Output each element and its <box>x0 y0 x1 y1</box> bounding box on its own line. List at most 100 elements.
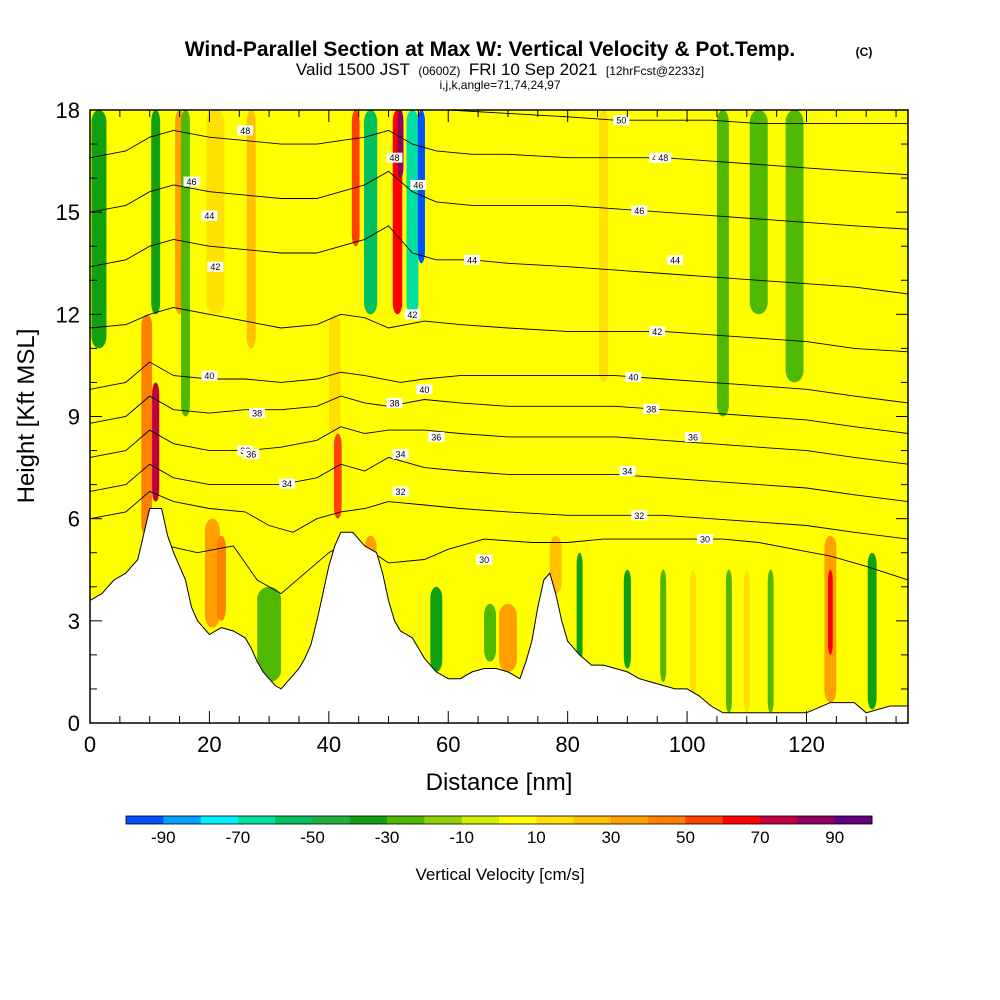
contour-label: 34 <box>279 478 296 489</box>
velocity-cell <box>749 110 768 315</box>
velocity-cell <box>827 569 833 655</box>
velocity-cell <box>576 552 583 662</box>
contour-label-text: 44 <box>670 255 680 265</box>
velocity-cell <box>743 569 750 713</box>
contour-label-box <box>237 125 254 136</box>
contour-label-text: 44 <box>204 211 214 221</box>
velocity-cell <box>785 110 804 383</box>
colorbar-label: -70 <box>226 828 251 847</box>
contour-label: 38 <box>249 408 266 419</box>
contour-label-text: 36 <box>431 432 441 442</box>
velocity-cell <box>351 110 360 247</box>
valid-utc: (0600Z) <box>418 64 460 78</box>
theta-contour-32 <box>90 490 908 540</box>
colorbar-label: 70 <box>751 828 770 847</box>
colorbar-swatch <box>461 816 500 824</box>
colorbar-swatch <box>834 816 873 824</box>
y-tick-label: 0 <box>68 711 80 736</box>
contour-label-text: 42 <box>210 262 220 272</box>
colorbar-swatch <box>275 816 313 824</box>
contour-label: 46 <box>410 179 427 190</box>
colorbar-label: 30 <box>601 828 620 847</box>
velocity-cell <box>867 552 877 710</box>
contour-label-box <box>207 261 224 272</box>
y-tick-label: 12 <box>56 302 80 327</box>
x-tick-label: 0 <box>84 732 96 757</box>
contour-label: 40 <box>625 371 642 382</box>
colorbar-label: 90 <box>825 828 844 847</box>
contour-label-box <box>416 384 433 395</box>
velocity-cell <box>141 314 153 536</box>
velocity-cell <box>152 382 160 502</box>
contour-label-box <box>619 465 636 476</box>
contour-label-box <box>655 152 672 163</box>
colorbar-title: Vertical Velocity [cm/s] <box>415 865 584 884</box>
colorbar-swatch <box>610 816 649 824</box>
colorbar-swatch <box>685 816 724 824</box>
colorbar-swatch <box>163 816 201 824</box>
contour-label: 42 <box>404 309 421 320</box>
contour-label-text: 34 <box>622 466 632 476</box>
contour-label-box <box>428 431 445 442</box>
contour-label-box <box>392 448 409 459</box>
theta-contour-34 <box>90 456 908 503</box>
velocity-cell <box>690 569 697 696</box>
contour-label-text: 46 <box>186 177 196 187</box>
contour-label-box <box>643 403 660 414</box>
y-tick-label: 18 <box>56 98 80 123</box>
velocity-cell <box>181 110 191 417</box>
forecast-info: [12hrFcst@2233z] <box>606 64 704 78</box>
chart-subtitle: Valid 1500 JST (0600Z) FRI 10 Sep 2021 [… <box>296 60 704 79</box>
theta-contour-38 <box>90 395 908 434</box>
contour-label-text: 40 <box>204 371 214 381</box>
contour-label-box <box>386 152 403 163</box>
velocity-cell <box>484 603 497 662</box>
velocity-cell <box>499 603 517 672</box>
contour-label: 46 <box>183 176 200 187</box>
contour-label: 48 <box>655 152 672 163</box>
plot-area: 30 32 34 36 38 40 42 44 46 48 50 48 46 44 42 40 38 36 48 46… <box>90 110 908 723</box>
contour-label: 48 <box>237 125 254 136</box>
contour-label-box <box>476 554 493 565</box>
x-axis-title: Distance [nm] <box>426 769 573 796</box>
theta-contour-48 <box>90 129 908 176</box>
contour-label-box <box>631 510 648 521</box>
contour-label-box <box>279 478 296 489</box>
velocity-cell <box>364 110 378 315</box>
x-tick-label: 100 <box>669 732 706 757</box>
theta-contour-36 <box>90 426 908 465</box>
velocity-cell <box>406 110 419 315</box>
x-tick-label: 20 <box>197 732 221 757</box>
contour-label: 44 <box>201 210 218 221</box>
contour-label: 36 <box>428 431 445 442</box>
valid-time: Valid 1500 JST <box>296 60 410 79</box>
contour-label: 34 <box>619 465 636 476</box>
x-tick-label: 60 <box>436 732 460 757</box>
contour-label: 40 <box>201 370 218 381</box>
colorbar-swatch <box>648 816 686 824</box>
velocity-cell <box>716 110 729 417</box>
contour-label-box <box>625 371 642 382</box>
contour-label: 30 <box>476 554 493 565</box>
contour-label-box <box>685 431 702 442</box>
valid-date: FRI 10 Sep 2021 <box>469 60 598 79</box>
contour-label-box <box>183 176 200 187</box>
velocity-cell <box>725 569 732 713</box>
contour-label: 40 <box>416 384 433 395</box>
contour-label: 32 <box>392 486 409 497</box>
x-axis: 0 20 40 60 80 100 120 <box>84 110 897 757</box>
colorbar-swatch <box>424 816 463 824</box>
y-tick-label: 15 <box>56 200 80 225</box>
colorbar-label: 10 <box>527 828 546 847</box>
velocity-cell <box>767 569 774 713</box>
x-tick-label: 80 <box>555 732 579 757</box>
contour-label-text: 30 <box>479 555 489 565</box>
contour-label-box <box>392 486 409 497</box>
y-tick-label: 9 <box>68 405 80 430</box>
copyright-mark: (C) <box>856 45 873 59</box>
colorbar-label: -90 <box>151 828 176 847</box>
contour-label: 30 <box>696 534 713 545</box>
contour-label: 42 <box>207 261 224 272</box>
colorbar-label: -50 <box>300 828 325 847</box>
